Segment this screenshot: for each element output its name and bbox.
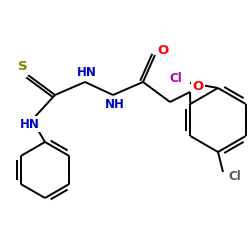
Text: O: O bbox=[192, 80, 203, 94]
Text: Cl: Cl bbox=[228, 170, 241, 182]
Text: HN: HN bbox=[77, 66, 97, 78]
Text: O: O bbox=[158, 44, 168, 57]
Text: Cl: Cl bbox=[170, 72, 182, 86]
Text: S: S bbox=[18, 60, 28, 74]
Text: HN: HN bbox=[20, 118, 40, 130]
Text: NH: NH bbox=[105, 98, 125, 112]
